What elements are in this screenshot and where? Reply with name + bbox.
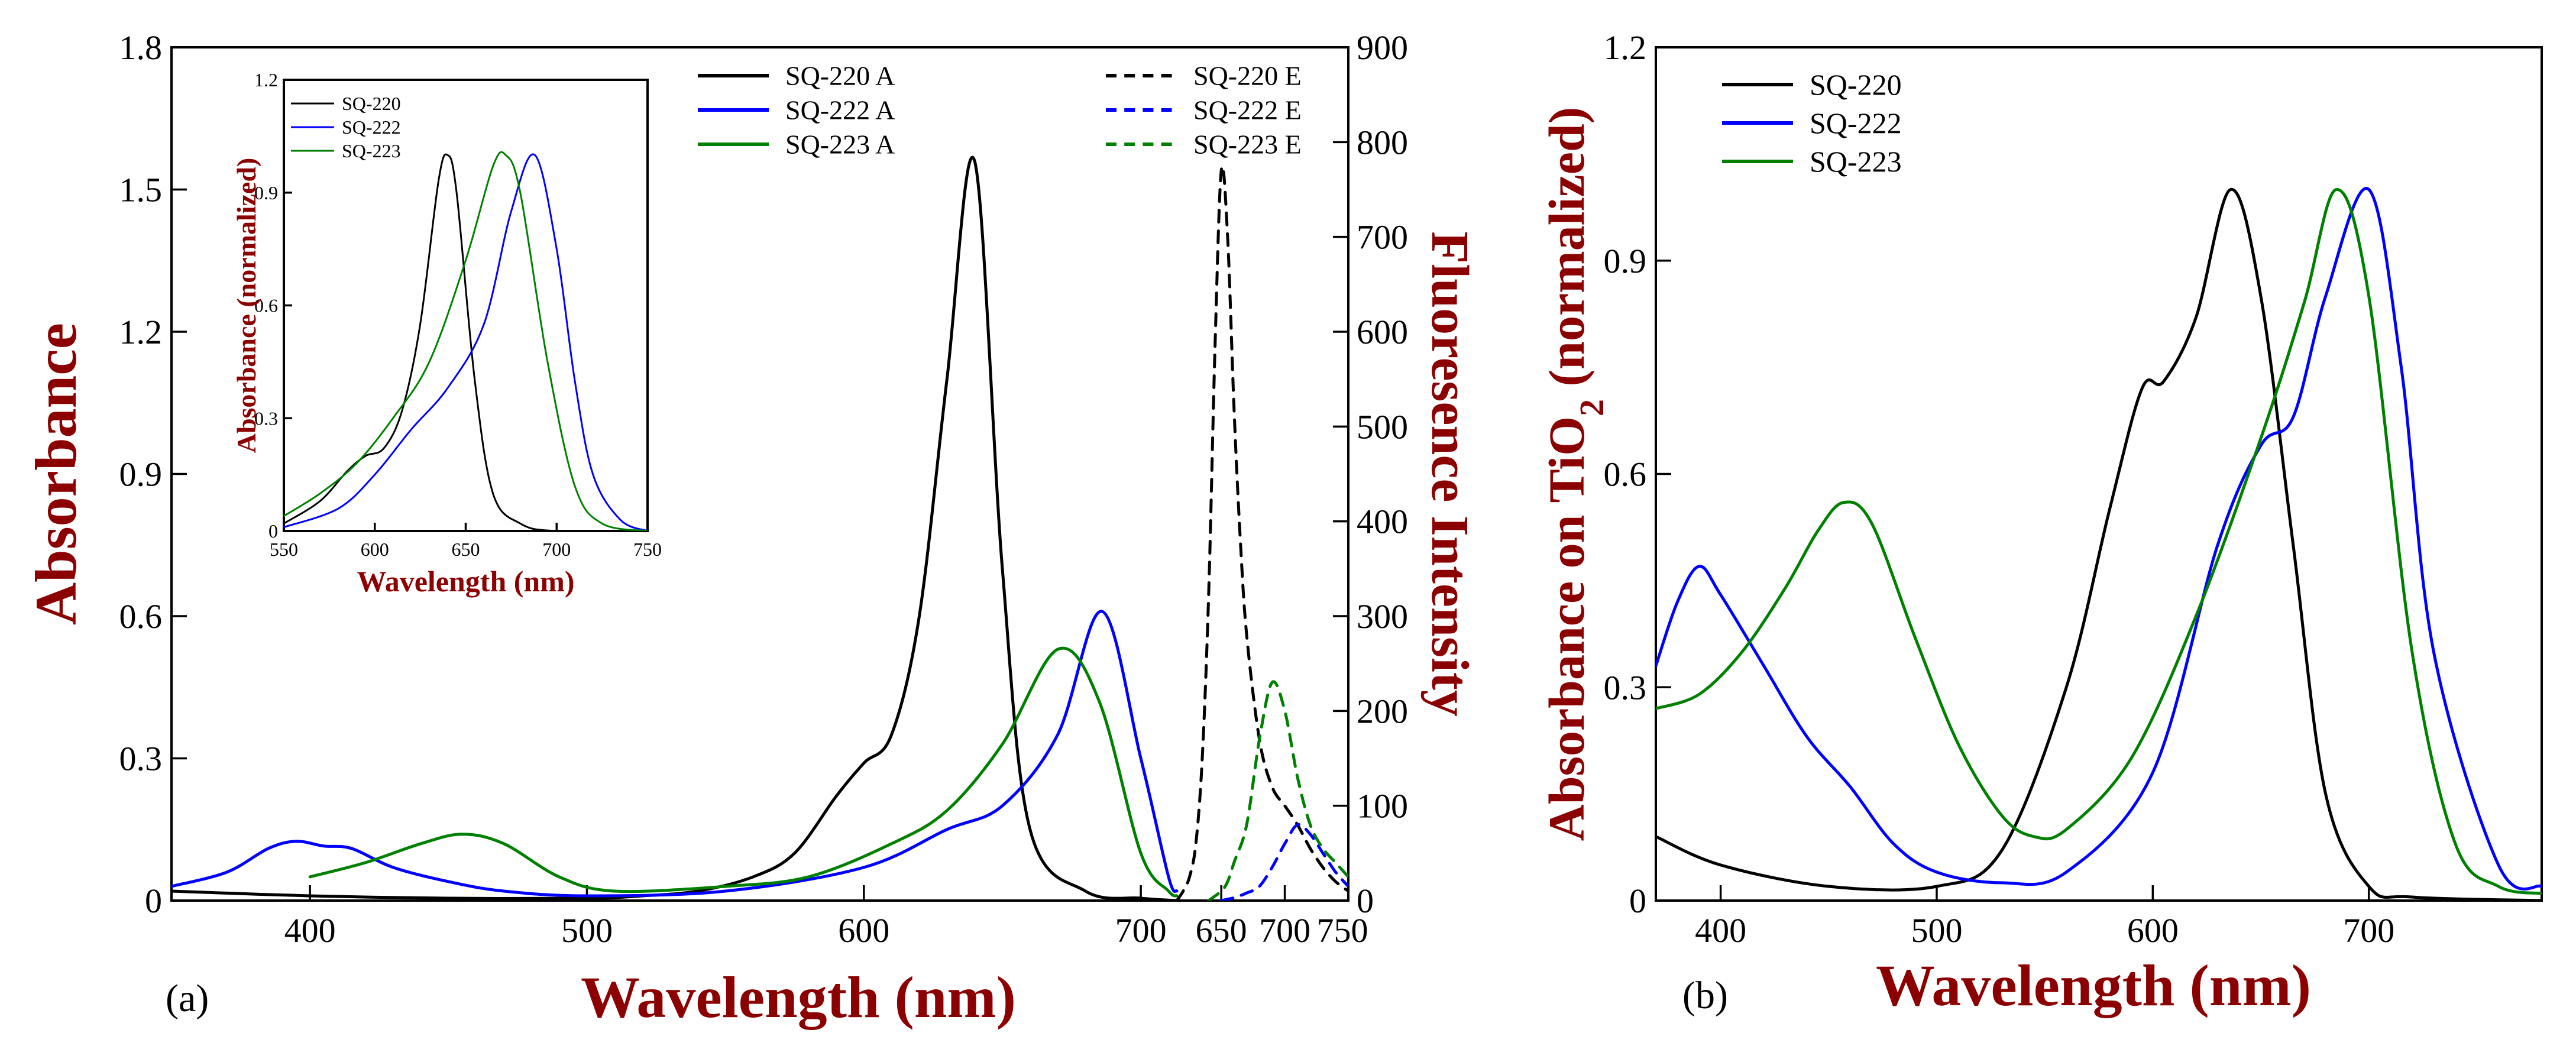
x-tick-label: 700 xyxy=(1259,911,1310,950)
y-axis-title-part: (normalized) xyxy=(1538,107,1595,399)
panel-b-frame xyxy=(1655,46,2543,902)
y-left-tick-label: 0.6 xyxy=(119,597,163,636)
inset-y-axis-title: Absorbance (normalized) xyxy=(231,158,261,454)
inset-legend-label-sq-220: SQ-220 xyxy=(342,93,401,114)
panel-a: 0 0.3 0.6 0.9 1.2 1.5 1.8 0 100 200 300 400 500 600 70… xyxy=(23,28,1479,1030)
y-left-tick-label: 0.3 xyxy=(119,740,163,778)
y-axis-title-subscript: 2 xyxy=(1572,399,1611,416)
y-tick-label: 0.6 xyxy=(1604,455,1647,494)
y-left-tick-label: 1.2 xyxy=(119,313,163,351)
y-tick-label: 0.3 xyxy=(1604,668,1647,707)
x-tick-label: 600 xyxy=(2127,911,2179,950)
legend-label-sq-223: SQ-223 xyxy=(1810,145,1902,178)
inset-x-tick-label: 550 xyxy=(270,539,298,560)
x-tick-label: 700 xyxy=(1115,911,1167,950)
x-tick-label: 400 xyxy=(284,911,336,950)
legend-label-sq-222-e: SQ-222 E xyxy=(1193,95,1302,125)
inset-y-tick-label: 1.2 xyxy=(254,69,278,90)
series-sq-223-a xyxy=(308,646,1179,898)
y-left-tick-label: 1.8 xyxy=(119,28,163,67)
y-axis-title-part: Absorbance on TiO xyxy=(1538,416,1595,841)
y-tick-label: 1.2 xyxy=(1604,28,1647,67)
x-tick-label: 750 xyxy=(1317,911,1368,950)
series-sq-222-e xyxy=(1219,823,1348,901)
y-right-tick-label: 700 xyxy=(1357,218,1408,257)
legend-label-sq-222-a: SQ-222 A xyxy=(785,95,895,125)
x-tick-label: 700 xyxy=(2343,911,2394,950)
y-left-axis-title: Absorbance xyxy=(23,323,89,625)
inset-y-tick-label: 0.9 xyxy=(254,182,278,203)
legend-label-sq-220: SQ-220 xyxy=(1810,68,1902,101)
x-tick-label: 600 xyxy=(838,911,889,950)
legend-label-sq-223-e: SQ-223 E xyxy=(1193,129,1302,160)
x-tick-label: 500 xyxy=(1911,911,1962,950)
inset-series-sq-223 xyxy=(284,151,648,531)
series-sq-220 xyxy=(1656,187,2542,901)
inset-legend-label-sq-223: SQ-223 xyxy=(342,140,401,161)
y-tick-label: 0 xyxy=(1629,882,1646,920)
y-left-tick-label: 0 xyxy=(145,882,162,920)
series-sq-220-e xyxy=(1175,164,1348,901)
legend-absorbance: SQ-220 A SQ-222 A SQ-223 A xyxy=(698,61,895,160)
inset-x-tick-label: 750 xyxy=(633,539,662,560)
y-right-tick-label: 900 xyxy=(1357,28,1408,67)
y-tick-label: 0.9 xyxy=(1604,242,1647,280)
y-axis-title: Absorbance on TiO2 (normalized) xyxy=(1538,107,1611,841)
inset-y-tick-label: 0 xyxy=(268,520,278,542)
inset-x-tick-label: 700 xyxy=(542,539,571,560)
x-tick-label: 650 xyxy=(1196,911,1247,950)
y-left-tick-label: 0.9 xyxy=(119,455,163,494)
series-sq-223 xyxy=(1656,188,2542,895)
y-right-tick-label: 400 xyxy=(1357,503,1408,541)
series-sq-223-e xyxy=(1207,680,1348,901)
legend-label-sq-220-a: SQ-220 A xyxy=(785,61,895,91)
inset-y-tick-label: 0.3 xyxy=(254,407,278,429)
legend: SQ-220 SQ-222 SQ-223 xyxy=(1722,68,1902,178)
legend-label-sq-220-e: SQ-220 E xyxy=(1193,61,1302,91)
inset-x-axis-title: Wavelength (nm) xyxy=(357,565,574,598)
y-right-tick-label: 300 xyxy=(1357,597,1408,636)
legend-label-sq-222: SQ-222 xyxy=(1810,106,1902,140)
y-right-tick-label: 800 xyxy=(1357,123,1408,161)
series-sq-222-a xyxy=(171,610,1179,898)
legend-label-sq-223-a: SQ-223 A xyxy=(785,129,895,160)
inset-legend-label-sq-222: SQ-222 xyxy=(342,116,401,138)
y-right-axis-title: Fluoresence Intensity xyxy=(1420,231,1479,717)
y-right-tick-label: 0 xyxy=(1357,882,1374,920)
x-axis-title: Wavelength (nm) xyxy=(1876,953,2311,1018)
y-right-tick-label: 100 xyxy=(1357,787,1408,825)
y-right-tick-label: 600 xyxy=(1357,313,1408,351)
inset-series-sq-220 xyxy=(284,153,648,531)
panel-label: (a) xyxy=(166,977,209,1020)
inset-series-sq-222 xyxy=(284,153,648,531)
x-tick-label: 500 xyxy=(561,911,613,950)
inset-x-tick-label: 650 xyxy=(452,539,480,560)
y-right-tick-label: 500 xyxy=(1357,407,1408,446)
legend-emission: SQ-220 E SQ-222 E SQ-223 E xyxy=(1106,61,1302,160)
series-sq-222 xyxy=(1656,187,2542,891)
x-axis-title: Wavelength (nm) xyxy=(581,964,1016,1030)
inset-y-tick-label: 0.6 xyxy=(254,295,278,316)
inset-x-tick-label: 600 xyxy=(361,539,389,560)
series-sq-220-a xyxy=(171,156,1179,901)
inset: 550 600 650 700 750 0 0.3 0.6 0.9 1.2 SQ-220SQ-222… xyxy=(231,69,662,598)
x-tick-label: 400 xyxy=(1695,911,1746,950)
panel-label: (b) xyxy=(1682,974,1728,1017)
y-right-tick-label: 200 xyxy=(1357,692,1408,730)
y-left-tick-label: 1.5 xyxy=(119,171,163,209)
